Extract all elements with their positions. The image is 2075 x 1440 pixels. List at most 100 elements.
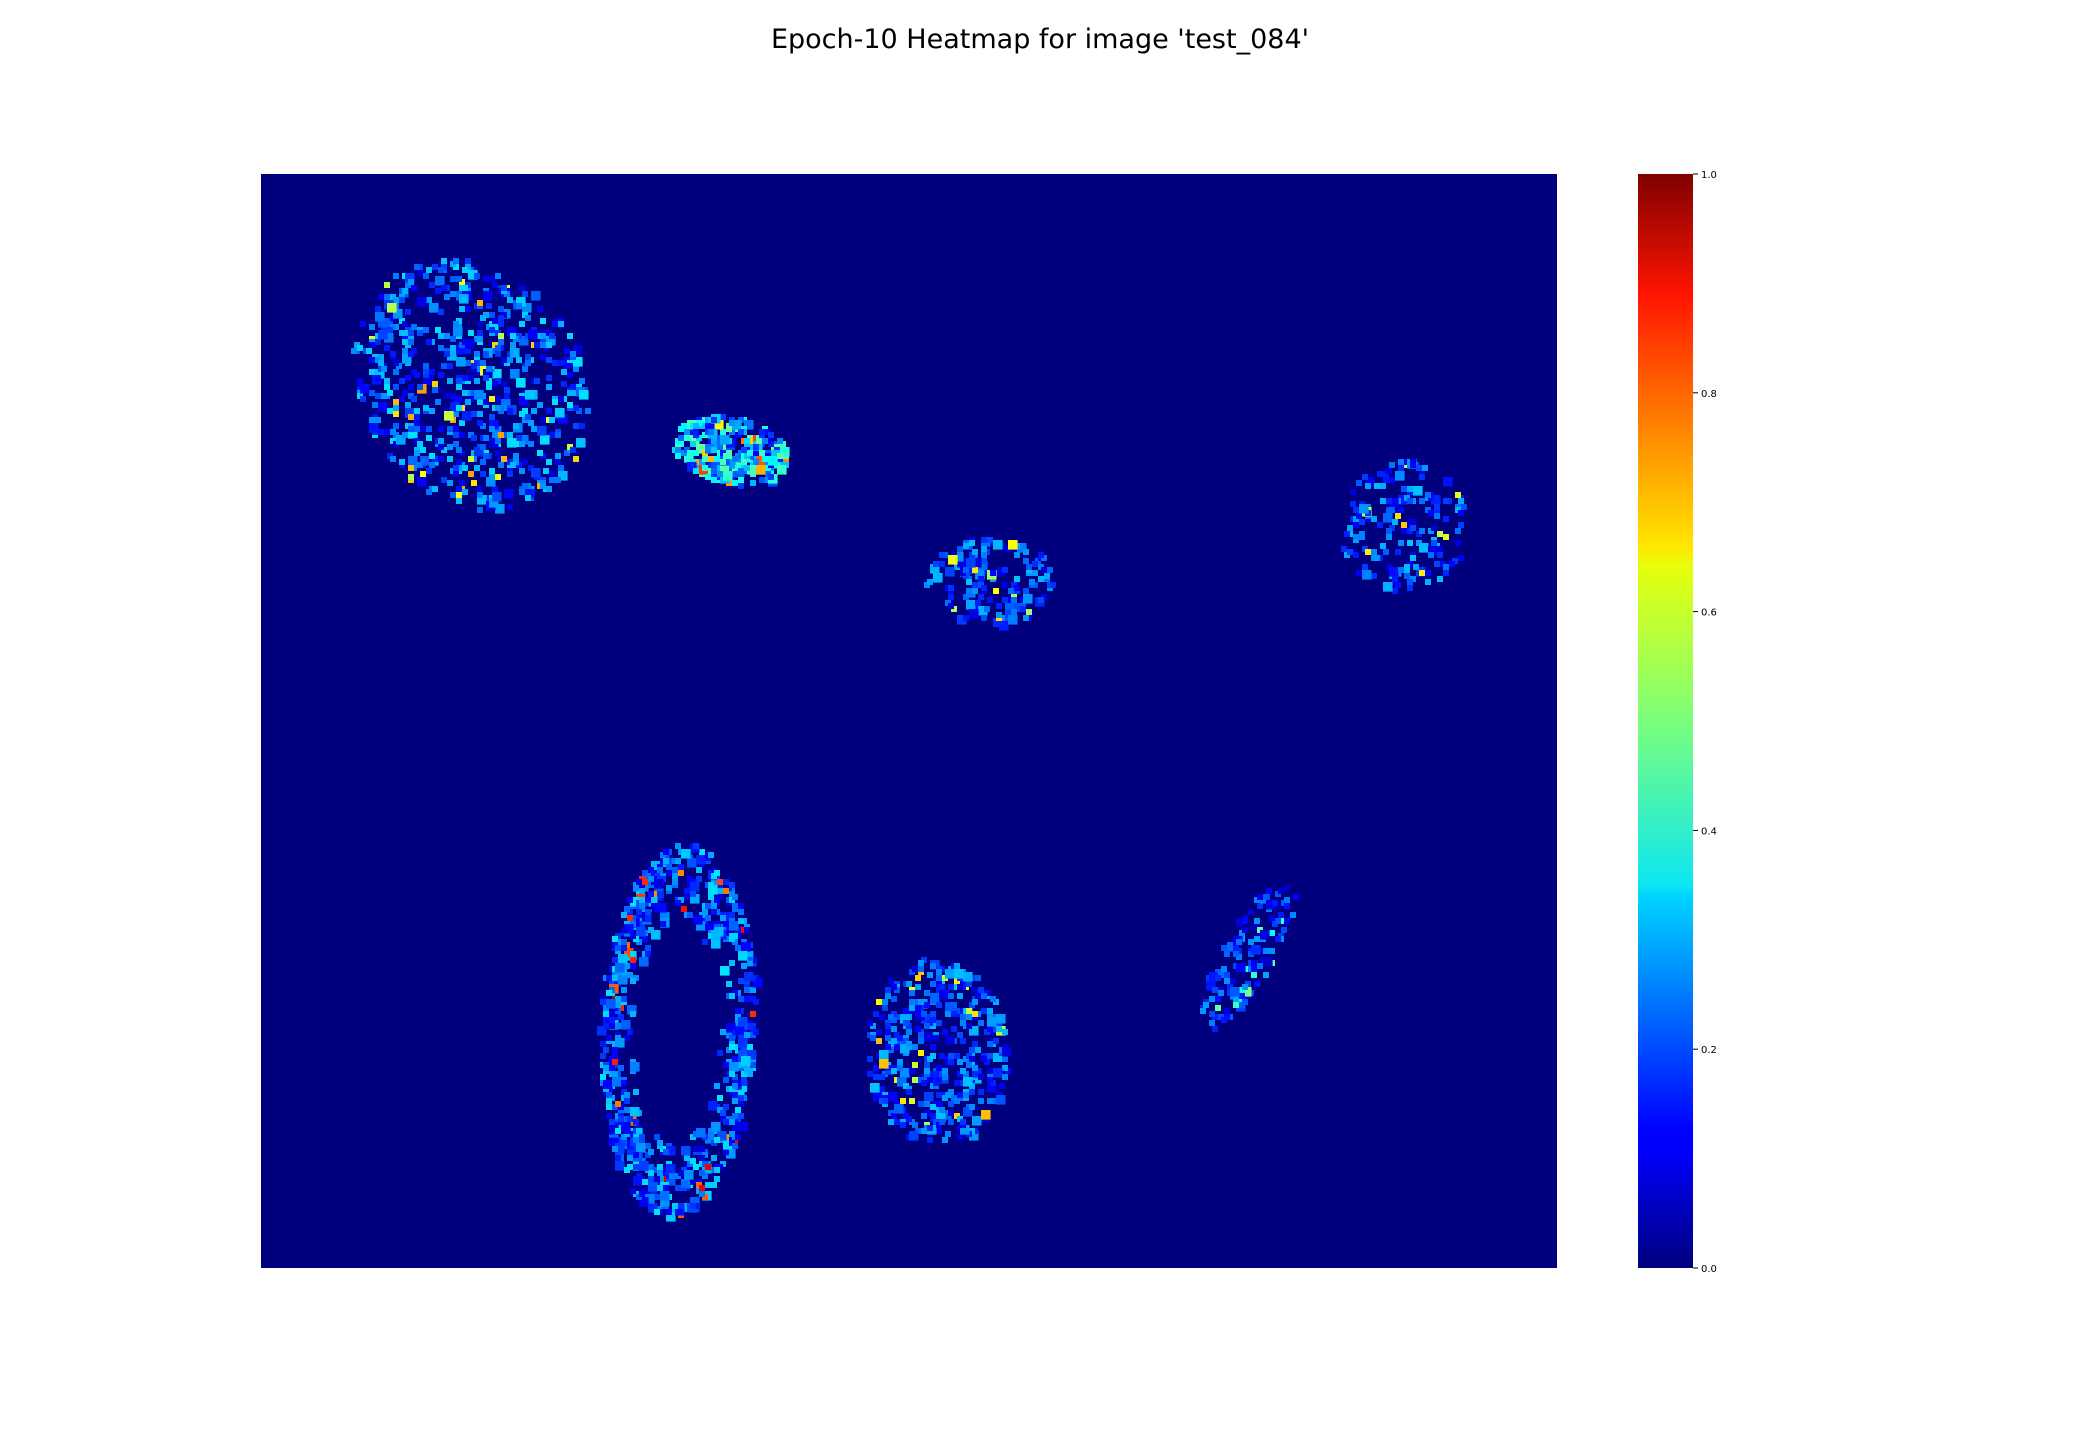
heatmap-cell: [462, 390, 468, 396]
heatmap-cell: [573, 357, 583, 367]
heatmap-cell: [1434, 561, 1440, 567]
heatmap-cell: [1359, 534, 1365, 540]
heatmap-cell: [1233, 945, 1239, 951]
heatmap-cell: [723, 471, 733, 481]
heatmap-cell: [885, 993, 891, 999]
heatmap-cell: [393, 423, 399, 429]
heatmap-cell: [738, 909, 744, 915]
heatmap-cell: [357, 381, 363, 387]
heatmap-cell: [633, 1119, 639, 1125]
heatmap-cell: [744, 438, 750, 444]
heatmap-cell: [627, 915, 633, 921]
heatmap-cell: [681, 849, 691, 859]
heatmap-cell: [972, 588, 978, 594]
heatmap-cell: [747, 960, 753, 966]
heatmap-cell: [546, 342, 552, 348]
heatmap-cell: [1248, 909, 1254, 915]
heatmap-cell: [489, 468, 495, 474]
heatmap-cell: [753, 444, 759, 450]
heatmap-cell: [759, 450, 765, 456]
heatmap-cell: [930, 963, 936, 969]
heatmap-cell: [927, 972, 933, 978]
heatmap-cell: [978, 594, 984, 600]
heatmap-cell: [870, 1083, 880, 1093]
heatmap-cell: [414, 426, 420, 432]
heatmap-cell: [732, 456, 738, 462]
heatmap-cell: [684, 435, 690, 441]
heatmap-cell: [723, 1104, 729, 1110]
heatmap-cell: [945, 1035, 955, 1045]
heatmap-cell: [495, 438, 501, 444]
heatmap-cell: [387, 303, 397, 313]
heatmap-cell: [693, 843, 699, 849]
heatmap-cell: [507, 471, 513, 477]
heatmap-cell: [486, 303, 492, 309]
heatmap-cell: [627, 1146, 637, 1156]
heatmap-cell: [384, 294, 394, 304]
heatmap-cell: [1002, 1065, 1008, 1071]
heatmap-cell: [378, 360, 384, 366]
heatmap-cell: [624, 948, 634, 958]
heatmap-cell: [558, 414, 568, 424]
heatmap-cell: [1005, 603, 1015, 613]
heatmap-cell: [1215, 996, 1221, 1002]
heatmap-cell: [732, 906, 738, 912]
heatmap-cell: [729, 1131, 735, 1137]
heatmap-cell: [405, 402, 411, 408]
heatmap-cell: [459, 420, 465, 426]
heatmap-cell: [693, 915, 699, 921]
heatmap-cell: [417, 462, 423, 468]
heatmap-cell: [444, 393, 450, 399]
heatmap-cell: [1011, 597, 1017, 603]
heatmap-cell: [651, 930, 661, 940]
heatmap-cell: [519, 285, 525, 291]
heatmap-cell: [1455, 492, 1461, 498]
heatmap-cell: [492, 492, 502, 502]
heatmap-cell: [966, 1014, 972, 1020]
heatmap-cell: [885, 1029, 891, 1035]
heatmap-cell: [957, 1008, 967, 1018]
heatmap-cell: [639, 876, 649, 886]
heatmap-cell: [423, 273, 429, 279]
heatmap-cell: [492, 369, 502, 379]
heatmap-cell: [609, 1065, 615, 1071]
heatmap-cell: [561, 381, 567, 387]
heatmap-cell: [630, 957, 636, 963]
heatmap-cell: [945, 567, 955, 577]
heatmap-cell: [957, 558, 967, 568]
heatmap-cell: [1407, 519, 1417, 529]
heatmap-cell: [1203, 1002, 1209, 1008]
heatmap-cell: [996, 1026, 1002, 1032]
heatmap-cell: [1236, 921, 1242, 927]
heatmap-cell: [987, 1068, 993, 1074]
heatmap-cell: [738, 903, 744, 909]
heatmap-cell: [963, 1077, 973, 1087]
heatmap-cell: [546, 375, 552, 381]
heatmap-cell: [648, 1203, 658, 1213]
heatmap-cell: [507, 297, 513, 303]
heatmap-cell: [957, 984, 963, 990]
heatmap-cell: [702, 939, 708, 945]
heatmap-cell: [537, 306, 543, 312]
heatmap-cell: [1353, 534, 1359, 540]
heatmap-cell: [954, 969, 964, 979]
heatmap-cell: [552, 360, 558, 366]
heatmap-cell: [876, 1029, 882, 1035]
heatmap-cell: [549, 432, 555, 438]
heatmap-cell: [660, 1197, 670, 1207]
heatmap-cell: [633, 1164, 639, 1170]
heatmap-cells: [351, 258, 1467, 1222]
heatmap-cell: [681, 906, 687, 912]
heatmap-cell: [954, 1053, 960, 1059]
heatmap-cell: [1023, 594, 1033, 604]
heatmap-cell: [909, 999, 915, 1005]
heatmap-cell: [1449, 561, 1455, 567]
heatmap-cell: [615, 1143, 625, 1153]
heatmap-cell: [735, 945, 741, 951]
heatmap-cell: [1212, 987, 1218, 993]
heatmap-cell: [498, 321, 504, 327]
heatmap-cell: [507, 327, 517, 337]
heatmap-cell: [393, 360, 399, 366]
heatmap-cell: [714, 870, 720, 876]
heatmap-cell: [726, 1149, 736, 1159]
